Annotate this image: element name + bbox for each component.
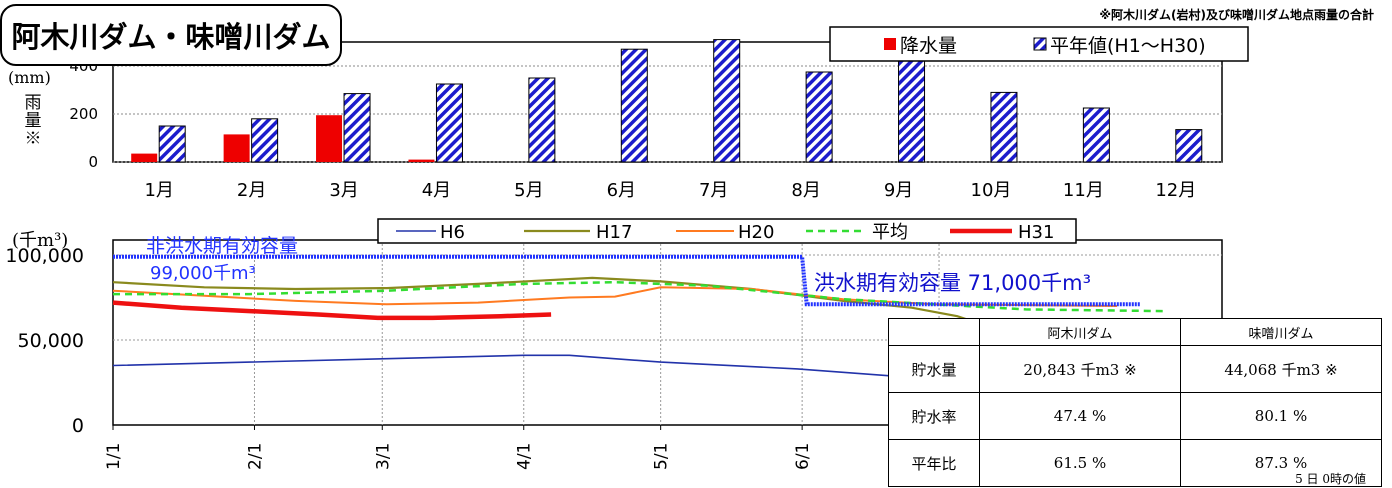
normal-rainfall-bar xyxy=(1175,129,1203,163)
normal-rainfall-bar xyxy=(805,71,833,163)
normal-rainfall-bar xyxy=(1082,107,1110,163)
table-cell: 47.4 % xyxy=(979,392,1181,440)
month-tick-label: 11月 xyxy=(1063,180,1104,201)
chart-title: 阿木川ダム・味噌川ダム xyxy=(0,4,342,66)
bar-y-tick-label: 200 xyxy=(69,105,98,123)
rainfall-bar xyxy=(408,159,435,162)
legend-series-label: H6 xyxy=(440,222,465,243)
line-y-tick-label: 100,000 xyxy=(5,245,84,267)
table-row: 平年比 61.5 % 87.3 % xyxy=(888,439,1382,487)
rainfall-bar xyxy=(131,153,158,162)
table-cell: 87.3 % xyxy=(1180,439,1382,487)
bar-legend: 降水量 平年値(H1～H30) xyxy=(829,26,1249,62)
storage-table: 阿木川ダム 味噌川ダム 貯水量 20,843 千m3 ※ 44,068 千m3 … xyxy=(888,318,1382,487)
month-tick-label: 6月 xyxy=(607,180,636,201)
legend-normal-swatch xyxy=(1033,37,1047,51)
month-tick-label: 4月 xyxy=(422,180,451,201)
table-cell: 44,068 千m3 ※ xyxy=(1180,345,1382,393)
legend-series-label: 平均 xyxy=(872,222,908,243)
table-row-label: 貯水率 xyxy=(888,392,980,440)
normal-rainfall-bar xyxy=(713,39,741,163)
rainfall-bar xyxy=(316,115,343,162)
legend-series-label: H17 xyxy=(596,222,632,243)
series-line-平均 xyxy=(113,280,1163,313)
bar-plot-area xyxy=(112,41,1223,163)
storage-line-chart: 050,000100,0001/12/13/14/15/16/17/1非洪水期有… xyxy=(5,218,1223,470)
normal-rainfall-bar xyxy=(158,125,186,163)
line-y-tick-label: 0 xyxy=(72,415,84,437)
table-header-row: 阿木川ダム 味噌川ダム xyxy=(888,318,1382,346)
table-cell: 20,843 千m3 ※ xyxy=(979,345,1181,393)
storage-y-unit: (千m³) xyxy=(12,230,69,251)
table-col-agigawa: 阿木川ダム xyxy=(979,318,1181,346)
date-tick-label: 4/1 xyxy=(515,443,535,470)
bar-y-tick-label: 0 xyxy=(88,153,98,171)
table-corner-cell xyxy=(888,318,980,346)
month-tick-label: 10月 xyxy=(971,180,1012,201)
table-cell: 80.1 % xyxy=(1180,392,1382,440)
non-flood-capacity-value: 99,000千m³ xyxy=(150,263,256,284)
table-row-label: 平年比 xyxy=(888,439,980,487)
month-tick-label: 1月 xyxy=(144,180,173,201)
normal-rainfall-bar xyxy=(990,91,1018,163)
flood-capacity-label: 洪水期有効容量 71,000千m³ xyxy=(814,271,1091,295)
normal-rainfall-bar xyxy=(528,77,556,163)
month-tick-label: 9月 xyxy=(884,180,913,201)
legend-rain-label: 降水量 xyxy=(900,35,957,57)
legend-normal-label: 平年値(H1～H30) xyxy=(1050,35,1206,57)
table-col-misogawa: 味噌川ダム xyxy=(1180,318,1382,346)
rain-y-label: 雨量※ xyxy=(24,93,42,149)
month-tick-label: 7月 xyxy=(699,180,728,201)
series-line-容量 xyxy=(113,254,1140,307)
month-tick-label: 12月 xyxy=(1155,180,1196,201)
legend-rain-swatch xyxy=(884,38,896,50)
table-row: 貯水量 20,843 千m3 ※ 44,068 千m3 ※ xyxy=(888,345,1382,393)
legend-series-label: H20 xyxy=(738,222,774,243)
rainfall-note: ※阿木川ダム(岩村)及び味噌川ダム地点雨量の合計 xyxy=(1099,8,1374,22)
month-tick-label: 3月 xyxy=(329,180,358,201)
date-tick-label: 3/1 xyxy=(373,443,393,470)
table-row-label: 貯水量 xyxy=(888,345,980,393)
normal-rainfall-bar xyxy=(435,83,463,163)
month-tick-label: 8月 xyxy=(791,180,820,201)
timestamp-note: 5 日 0時の値 xyxy=(1295,472,1366,486)
date-tick-label: 5/1 xyxy=(652,443,672,470)
table-cell: 61.5 % xyxy=(979,439,1181,487)
line-legend: H6 H17 H20 平均 H31 xyxy=(377,218,1077,244)
table-row: 貯水率 47.4 % 80.1 % xyxy=(888,392,1382,440)
rainfall-bar xyxy=(223,134,250,162)
non-flood-capacity-label: 非洪水期有効容量 xyxy=(146,235,298,257)
normal-rainfall-bar xyxy=(251,118,279,163)
date-tick-label: 2/1 xyxy=(245,443,265,470)
month-tick-label: 5月 xyxy=(514,180,543,201)
month-tick-label: 2月 xyxy=(237,180,266,201)
series-line-H31 xyxy=(112,300,552,321)
normal-rainfall-bar xyxy=(343,93,371,163)
date-tick-label: 1/1 xyxy=(104,443,124,470)
normal-rainfall-bar xyxy=(620,48,648,163)
date-tick-label: 6/1 xyxy=(793,443,813,470)
rain-y-unit: (mm) xyxy=(8,68,51,87)
legend-series-label: H31 xyxy=(1018,222,1054,243)
line-y-tick-label: 50,000 xyxy=(18,330,84,352)
